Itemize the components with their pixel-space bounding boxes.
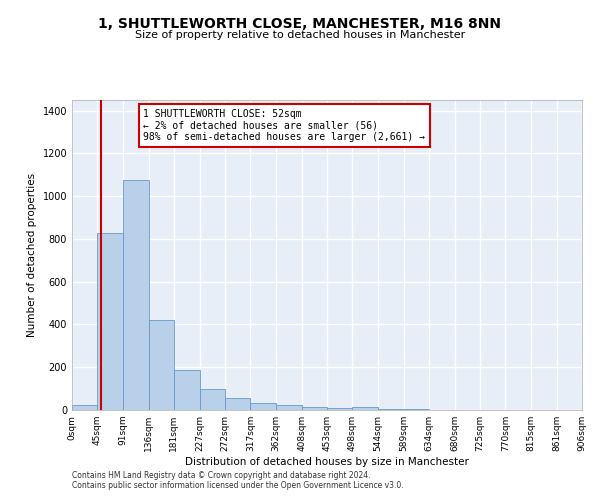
Text: Size of property relative to detached houses in Manchester: Size of property relative to detached ho… — [135, 30, 465, 40]
Bar — [327, 408, 352, 410]
Bar — [97, 232, 123, 410]
Text: 1 SHUTTLEWORTH CLOSE: 52sqm
← 2% of detached houses are smaller (56)
98% of semi: 1 SHUTTLEWORTH CLOSE: 52sqm ← 2% of deta… — [143, 110, 425, 142]
Bar — [276, 404, 302, 410]
Bar — [225, 398, 250, 410]
Bar — [378, 409, 404, 410]
Text: 1, SHUTTLEWORTH CLOSE, MANCHESTER, M16 8NN: 1, SHUTTLEWORTH CLOSE, MANCHESTER, M16 8… — [98, 18, 502, 32]
Bar — [149, 320, 174, 410]
Bar — [123, 180, 149, 410]
Bar — [352, 407, 378, 410]
Bar — [200, 388, 225, 410]
Text: Contains public sector information licensed under the Open Government Licence v3: Contains public sector information licen… — [72, 480, 404, 490]
X-axis label: Distribution of detached houses by size in Manchester: Distribution of detached houses by size … — [185, 457, 469, 467]
Bar — [250, 402, 276, 410]
Y-axis label: Number of detached properties: Number of detached properties — [27, 173, 37, 337]
Bar — [72, 404, 97, 410]
Bar — [174, 370, 200, 410]
Bar — [302, 407, 327, 410]
Text: Contains HM Land Registry data © Crown copyright and database right 2024.: Contains HM Land Registry data © Crown c… — [72, 470, 371, 480]
